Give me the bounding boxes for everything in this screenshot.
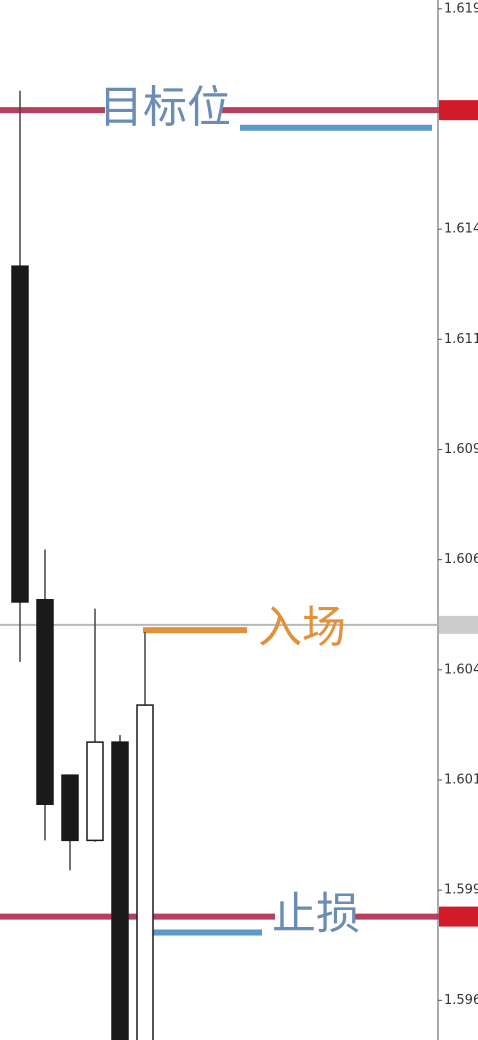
- candle-body: [36, 599, 54, 805]
- y-tick-label: 1.604: [444, 662, 478, 677]
- y-tick-label: 1.614: [444, 222, 478, 237]
- y-tick-label: 1.619: [444, 1, 478, 16]
- candle-body: [86, 741, 104, 842]
- y-tick-label: 1.609: [444, 442, 478, 457]
- level-label: 目标位: [99, 82, 231, 133]
- y-tick-label: 1.6115: [444, 332, 478, 347]
- level-label: 入场: [258, 602, 346, 653]
- y-tick-label: 1.6065: [444, 552, 478, 567]
- price-tag: [439, 906, 478, 927]
- y-tick-label: 1.6015: [444, 773, 478, 788]
- price-tag: [439, 615, 478, 634]
- candle-body: [61, 774, 79, 842]
- y-tick-label: 1.5965: [444, 993, 478, 1008]
- y-tick-label: 1.599: [444, 883, 478, 898]
- price-tag: [439, 100, 478, 121]
- candle-body: [111, 741, 129, 1040]
- candle-body: [11, 265, 29, 603]
- candle-body: [136, 704, 154, 1040]
- level-label: 止损: [272, 889, 360, 940]
